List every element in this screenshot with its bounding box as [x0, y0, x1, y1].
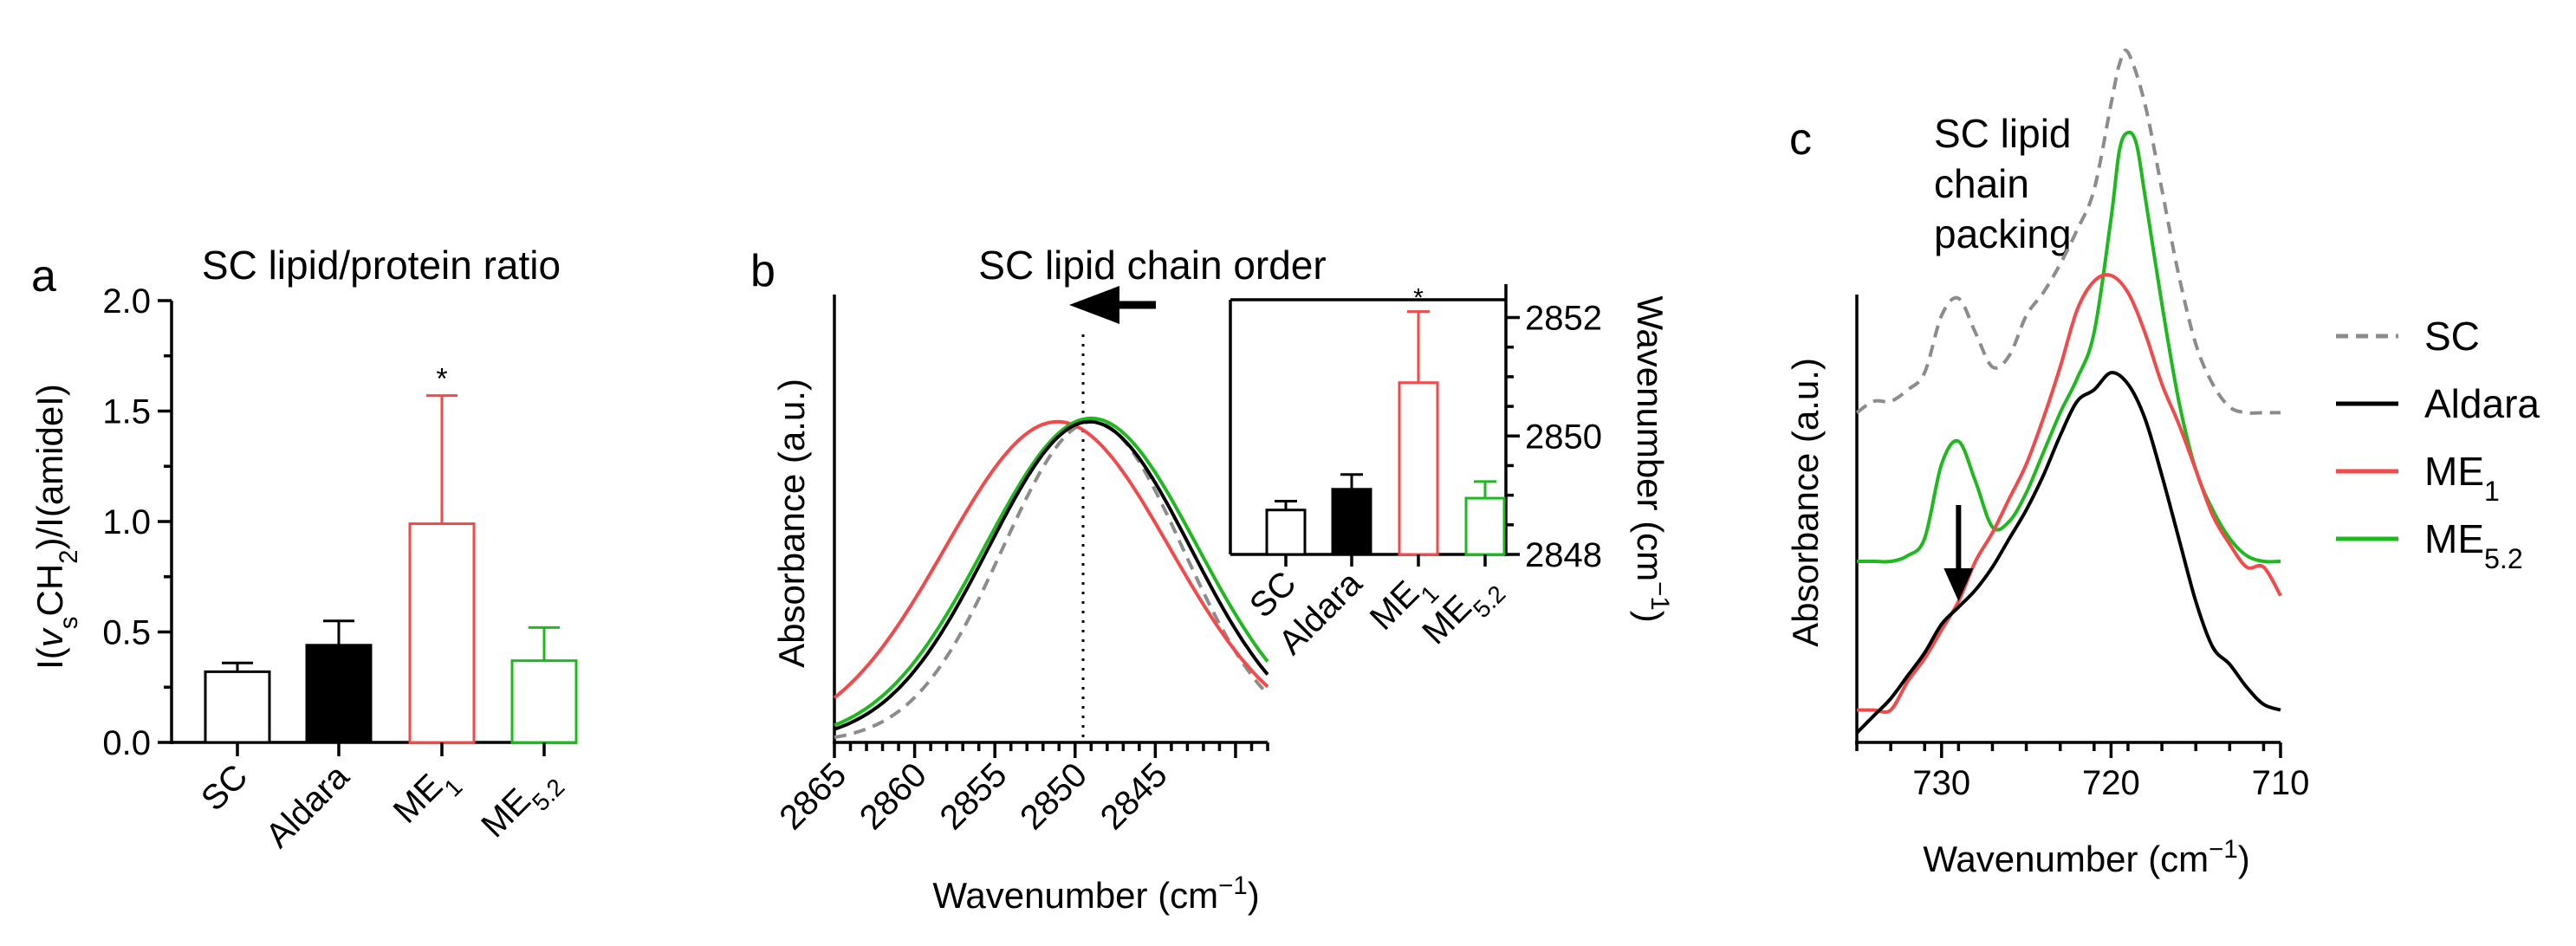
inset-y-tick-label: 2848 — [1525, 536, 1602, 574]
panel-b-spectra — [833, 416, 1269, 740]
panel-c-spectrum-Aldara — [1855, 371, 2281, 735]
panel-c-x-tick-label: 730 — [1912, 764, 1970, 802]
panel-b-x-tick-label: 2845 — [1093, 755, 1175, 837]
inset-bar-2 — [1398, 381, 1439, 556]
panel-c-title-line: SC lipid — [1934, 111, 2072, 156]
inset-axes: 2848 2850 2852 — [1229, 284, 1602, 574]
panel-a-category-label: Aldara — [258, 757, 356, 855]
panel-c-title-line: packing — [1934, 211, 2072, 256]
panel-a-y-tick-label: 1.0 — [102, 503, 151, 541]
inset-bar-1 — [1331, 488, 1372, 556]
panel-a-bar-2 — [408, 522, 476, 744]
panel-a-axes: 0.0 0.5 1.0 1.5 2.0 — [102, 282, 577, 762]
panel-b-x-tick-label: 2865 — [772, 755, 853, 837]
legend: SC Aldara ME1 ME5.2 — [2336, 314, 2540, 574]
panel-b-y-axis-label: Absorbance (a.u.) — [771, 379, 812, 668]
legend-label-Aldara: Aldara — [2424, 381, 2540, 426]
inset-bar-0 — [1265, 509, 1307, 556]
inset-significance-marker: * — [1413, 284, 1424, 313]
panel-a-bar-3 — [510, 659, 578, 744]
panel-a-bars: * — [204, 363, 578, 744]
panel-a-y-tick-label: 0.5 — [102, 614, 151, 652]
panel-b-spectrum-ME1 — [833, 419, 1269, 699]
panel-c-x-axis-label: Wavenumber (cm−1) — [1923, 835, 2249, 880]
inset-category-label: ME5.2 — [1415, 564, 1510, 659]
panel-c-y-axis-label: Absorbance (a.u.) — [1785, 358, 1826, 647]
panel-b-x-tick-label: 2850 — [1013, 755, 1094, 837]
panel-a-category-label: ME5.2 — [474, 757, 569, 852]
panel-c-spectrum-ME1 — [1857, 273, 2282, 715]
panel-b-x-axis-label: Wavenumber (cm−1) — [932, 871, 1259, 917]
panel-c-spectra — [1855, 49, 2282, 735]
panel-c-down-arrow — [1943, 505, 1974, 601]
panel-label-c: c — [1789, 114, 1812, 165]
panel-b-x-tick-label: 2855 — [933, 755, 1015, 837]
panel-b-spectrum-SC — [834, 419, 1269, 740]
panel-b-shift-arrow — [1069, 286, 1156, 324]
panel-a-title: SC lipid/protein ratio — [202, 243, 561, 288]
panel-a-bar-0 — [204, 670, 271, 744]
panel-a-y-axis-label: I(vsCH2)/I(amideI) — [29, 384, 83, 670]
panel-a-significance-marker: * — [436, 363, 447, 396]
inset-bars: * — [1265, 284, 1506, 556]
panel-c-x-tick-label: 710 — [2252, 764, 2310, 802]
down-arrow-icon — [1943, 568, 1974, 601]
panel-c-line-chart: c SC lipid chain packing Absorbance (a.u.)… — [1785, 49, 2309, 880]
panel-a-category-label: ME1 — [386, 757, 467, 838]
panel-c-spectrum-SC — [1855, 49, 2281, 415]
inset-bar-3 — [1464, 496, 1506, 556]
panel-c-title-line: chain — [1934, 161, 2029, 206]
panel-b-spectrum-Aldara — [834, 419, 1269, 731]
panel-a-y-tick-label: 1.5 — [102, 393, 151, 431]
panel-b-title: SC lipid chain order — [978, 243, 1326, 288]
inset-y-tick-label: 2852 — [1525, 300, 1602, 338]
panel-c-spectrum-ME52 — [1857, 130, 2281, 564]
panel-b-spectrum-ME52 — [834, 416, 1269, 728]
panel-c-x-tick-label: 720 — [2082, 764, 2140, 802]
inset-y-tick-label: 2850 — [1525, 418, 1602, 456]
panel-a-category-labels: SC Aldara ME1 ME5.2 — [194, 742, 569, 855]
panel-a-bar-chart: a SC lipid/protein ratio I(vsCH2)/I(amid… — [29, 243, 578, 855]
panel-c-title: SC lipid chain packing — [1934, 111, 2072, 256]
panel-label-b: b — [750, 246, 775, 296]
panel-label-a: a — [31, 251, 56, 301]
panel-a-y-tick-label: 0.0 — [102, 724, 151, 762]
panel-c-axes: 730 720 710 — [1855, 295, 2309, 802]
panel-a-y-tick-label: 2.0 — [102, 282, 151, 321]
legend-label-ME52: ME5.2 — [2424, 516, 2523, 574]
panel-b-x-tick-label: 2860 — [853, 755, 934, 837]
panel-b-line-chart: b SC lipid chain order Absorbance (a.u.)… — [750, 243, 1675, 916]
shift-arrow-icon — [1069, 286, 1119, 324]
legend-label-ME1: ME1 — [2424, 449, 2500, 507]
inset-y-axis-label: Wavenumber (cm−1) — [1630, 295, 1675, 622]
legend-label-SC: SC — [2424, 314, 2480, 359]
panel-a-bar-1 — [305, 644, 373, 744]
panel-a-category-label: SC — [194, 757, 255, 818]
